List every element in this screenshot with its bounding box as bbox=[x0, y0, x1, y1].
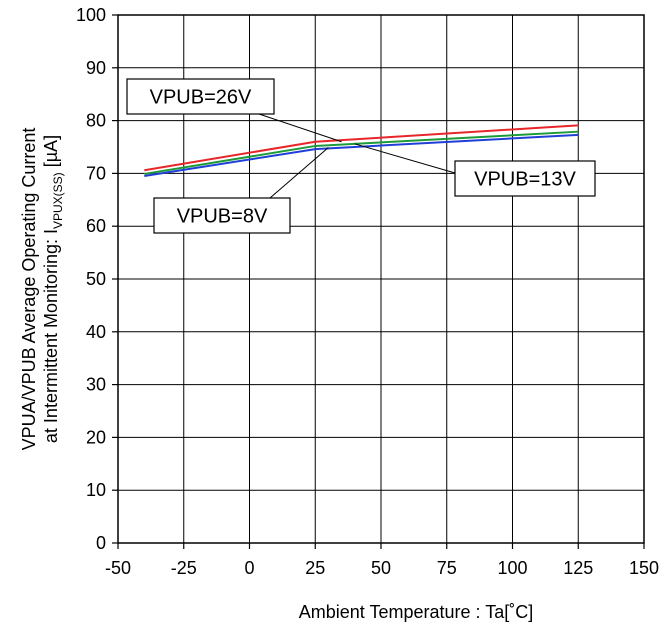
annotation-label: VPUB=13V bbox=[474, 169, 576, 191]
y-axis-title-prefix: at Intermittent Monitoring: I bbox=[41, 229, 61, 443]
annotation-leader bbox=[354, 143, 456, 174]
x-tick-label: 75 bbox=[437, 558, 457, 578]
x-tick-label: 150 bbox=[629, 558, 659, 578]
series-line-0 bbox=[144, 124, 579, 172]
x-axis-ticks: -50 -25 0 25 50 75 100 125 150 bbox=[105, 543, 659, 578]
y-axis-title: VPUA/VPUB Average Operating Current at I… bbox=[19, 128, 65, 451]
series-line-1 bbox=[144, 130, 579, 175]
x-tick-label: -50 bbox=[105, 558, 131, 578]
x-tick-label: 100 bbox=[497, 558, 527, 578]
x-tick-label: 125 bbox=[563, 558, 593, 578]
y-axis-title-line1: VPUA/VPUB Average Operating Current bbox=[19, 128, 39, 451]
x-axis-title: Ambient Temperature : Ta[˚C] bbox=[299, 602, 533, 622]
annotation-box bbox=[454, 160, 596, 197]
y-axis-title-subscript: VPUX(SS) bbox=[51, 172, 65, 229]
y-tick-label: 50 bbox=[86, 269, 106, 289]
x-tick-label: 0 bbox=[244, 558, 254, 578]
series-lines bbox=[144, 124, 579, 178]
y-axis-title-line2: at Intermittent Monitoring: IVPUX(SS) [µ… bbox=[41, 135, 65, 443]
annotation-box bbox=[126, 78, 275, 115]
y-tick-label: 90 bbox=[86, 58, 106, 78]
x-tick-label: -25 bbox=[171, 558, 197, 578]
y-tick-label: 0 bbox=[96, 533, 106, 553]
annotation-box bbox=[153, 197, 291, 234]
y-tick-label: 40 bbox=[86, 322, 106, 342]
y-axis-title-unit: [µA] bbox=[41, 135, 61, 172]
annotation-2: VPUB=8V bbox=[153, 147, 329, 234]
y-tick-label: 30 bbox=[86, 375, 106, 395]
annotation-leader bbox=[258, 113, 342, 143]
series-line-2 bbox=[144, 133, 579, 178]
y-tick-label: 100 bbox=[76, 5, 106, 25]
annotation-leader bbox=[269, 147, 329, 199]
y-tick-label: 60 bbox=[86, 216, 106, 236]
annotation-label: VPUB=26V bbox=[150, 87, 252, 109]
y-tick-label: 20 bbox=[86, 427, 106, 447]
annotation-0: VPUB=26V bbox=[126, 78, 342, 143]
annotation-label: VPUB=8V bbox=[177, 206, 268, 228]
annotation-1: VPUB=13V bbox=[354, 143, 596, 197]
y-tick-label: 70 bbox=[86, 163, 106, 183]
y-tick-label: 80 bbox=[86, 111, 106, 131]
y-axis-ticks: 0 10 20 30 40 50 60 70 80 90 100 bbox=[76, 5, 118, 553]
y-tick-label: 10 bbox=[86, 480, 106, 500]
x-tick-label: 25 bbox=[305, 558, 325, 578]
annotations: VPUB=26V VPUB=13V VPUB=8V bbox=[126, 78, 596, 234]
x-tick-label: 50 bbox=[371, 558, 391, 578]
